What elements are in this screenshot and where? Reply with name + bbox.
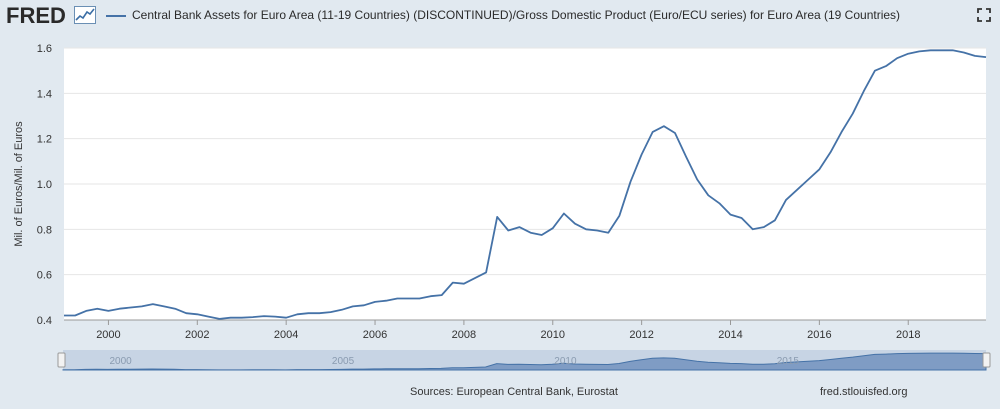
x-tick-label: 2008 (452, 329, 476, 341)
x-tick-label: 2000 (96, 329, 120, 341)
navigator-right-handle (982, 352, 991, 368)
fred-url-link[interactable]: fred.stlouisfed.org (820, 386, 908, 398)
navigator-left-handle (57, 352, 66, 368)
navigator-year-label: 2000 (109, 356, 132, 367)
y-axis-label: Mil. of Euros/Mil. of Euros (13, 121, 25, 247)
fullscreen-icon[interactable] (976, 7, 992, 23)
series-title: Central Bank Assets for Euro Area (11-19… (132, 8, 901, 22)
x-tick-label: 2006 (363, 329, 387, 341)
x-tick-label: 2004 (274, 329, 298, 341)
line-chart: 0.4 0.6 0.8 1.0 1.2 1.4 1.6 2000 2002 2004 2006 200… (13, 43, 987, 341)
navigator-area (62, 352, 987, 371)
navigator-year-label: 2015 (777, 356, 800, 367)
legend-line-swatch (106, 15, 126, 17)
series-line (64, 49, 987, 320)
fred-logo-graph-icon (74, 6, 96, 24)
x-tick-label: 2016 (807, 329, 831, 341)
x-tick-label: 2012 (629, 329, 653, 341)
x-tick-label: 2018 (896, 329, 920, 341)
x-tick-label: 2010 (541, 329, 565, 341)
fred-logo[interactable]: FRED (6, 3, 66, 28)
y-tick-label: 1.6 (37, 43, 52, 55)
range-navigator[interactable]: 2000 2005 2010 2015 (0, 346, 1000, 376)
y-tick-label: 0.4 (37, 315, 52, 327)
x-tick-label: 2002 (185, 329, 209, 341)
y-tick-label: 0.8 (37, 224, 52, 236)
chart-header: FRED Central Bank Assets for Euro Area (… (0, 0, 1000, 32)
y-tick-label: 1.0 (37, 179, 52, 191)
y-tick-label: 0.6 (37, 270, 52, 282)
y-tick-label: 1.4 (37, 88, 52, 100)
navigator-year-label: 2010 (554, 356, 577, 367)
y-tick-label: 1.2 (37, 134, 52, 146)
navigator-year-label: 2005 (332, 356, 355, 367)
sources-text: Sources: European Central Bank, Eurostat (410, 386, 618, 398)
x-tick-label: 2014 (718, 329, 742, 341)
